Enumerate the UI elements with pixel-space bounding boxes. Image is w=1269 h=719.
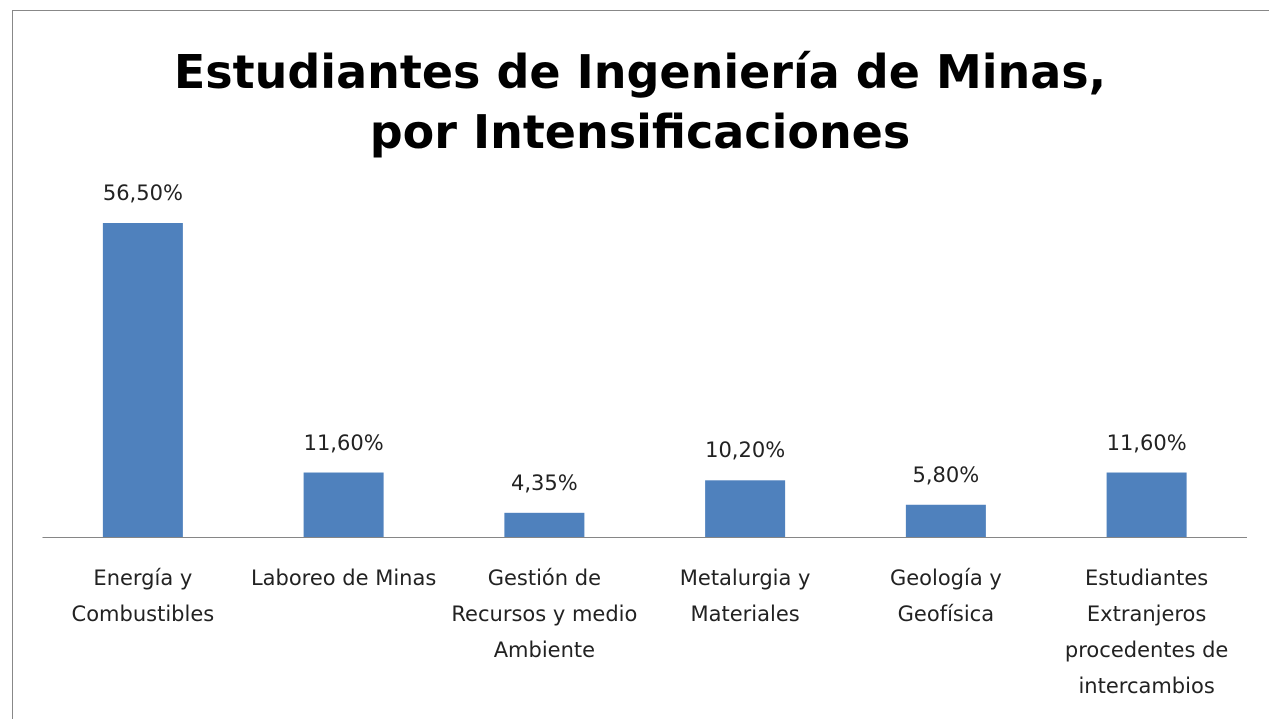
bar — [705, 480, 786, 537]
chart-title: Estudiantes de Ingeniería de Minas, por … — [173, 45, 1107, 159]
chart-frame — [12, 10, 1269, 719]
x-tick-label: Estudiantes Extranjeros procedentes de i… — [1064, 566, 1229, 698]
x-tick-label: Energía y Combustibles — [71, 566, 215, 626]
data-label: 56,50% — [102, 181, 183, 205]
bar — [1106, 472, 1187, 537]
x-tick-label: Metalurgia y Materiales — [679, 566, 811, 626]
bar — [102, 223, 183, 537]
bar — [905, 504, 986, 537]
x-tick-label: Geología y Geofísica — [889, 566, 1002, 626]
x-tick-label: Gestión de Recursos y medio Ambiente — [451, 566, 638, 662]
data-label: 11,60% — [303, 430, 384, 455]
bar — [303, 472, 384, 537]
bar — [504, 512, 585, 537]
data-label: 4,35% — [511, 470, 578, 495]
data-label: 5,80% — [912, 462, 980, 487]
data-label: 10,20% — [705, 438, 786, 463]
x-tick-label: Laboreo de Minas — [250, 566, 437, 590]
data-label: 11,60% — [1106, 430, 1187, 455]
